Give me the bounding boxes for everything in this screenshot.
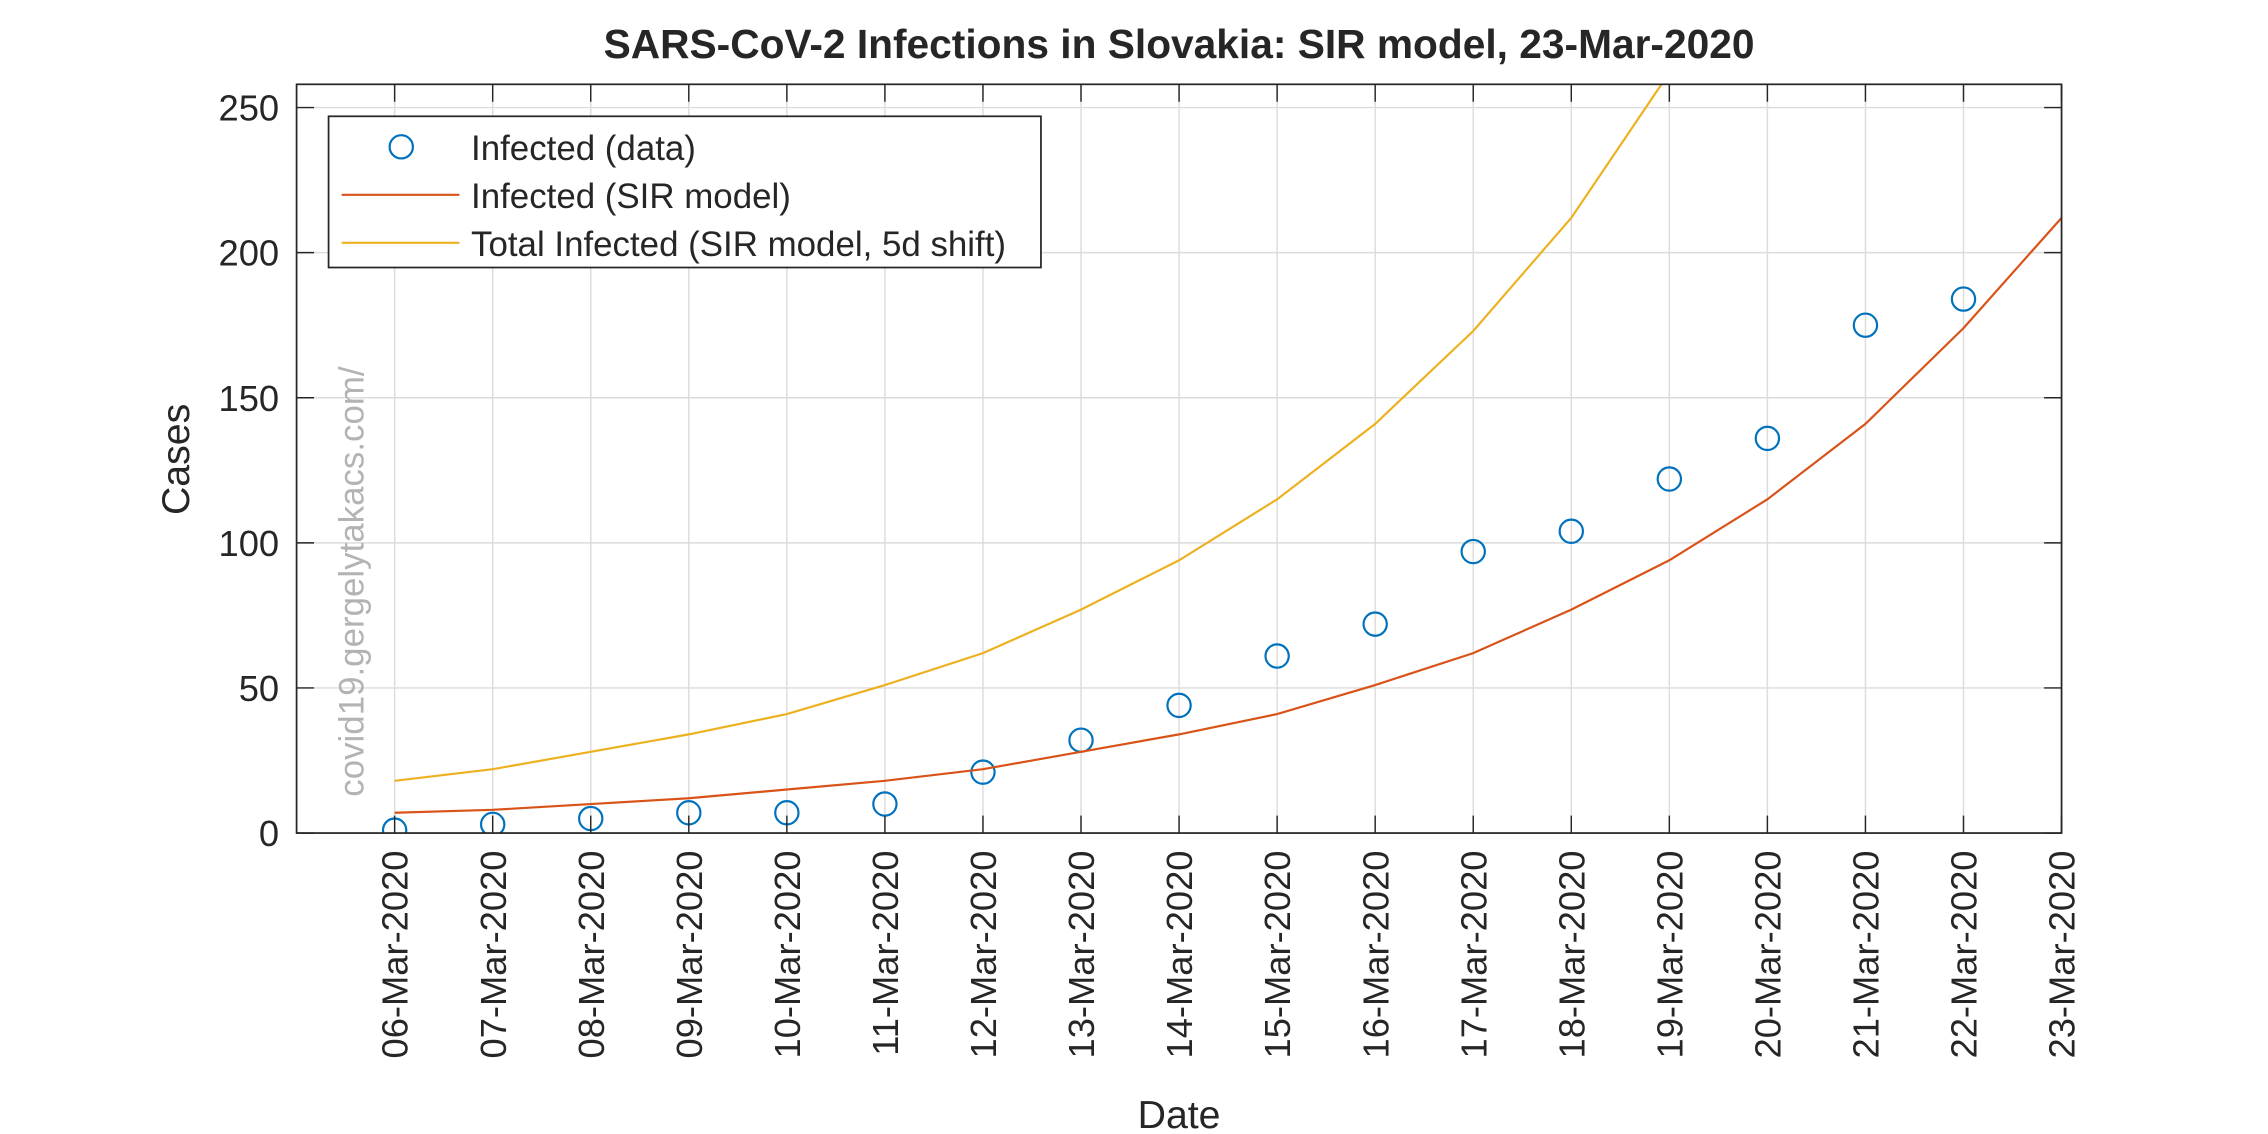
y-axis-label: Cases (154, 404, 198, 515)
legend-label: Infected (SIR model) (471, 177, 791, 216)
plot-area (381, 84, 2062, 834)
x-tick-label: 19-Mar-2020 (1649, 851, 1690, 1059)
x-tick-label: 14-Mar-2020 (1159, 851, 1200, 1059)
x-tick-label: 16-Mar-2020 (1355, 851, 1396, 1059)
x-tick-label: 20-Mar-2020 (1747, 851, 1788, 1059)
x-tick-label: 10-Mar-2020 (767, 851, 808, 1059)
legend: Infected (data) Infected (SIR model) Total… (327, 115, 1042, 269)
data-point (1460, 538, 1486, 565)
x-tick-label: 07-Mar-2020 (473, 851, 514, 1059)
data-point (1754, 425, 1781, 452)
watermark: covid19.gergelytakacs.com/ (332, 366, 371, 797)
x-tick-label: 23-Mar-2020 (2042, 851, 2083, 1059)
data-point (1362, 611, 1388, 637)
x-tick-label: 22-Mar-2020 (1944, 851, 1985, 1059)
y-tick-label: 0 (259, 813, 279, 854)
data-point (1656, 466, 1683, 492)
data-point (970, 759, 996, 785)
x-tick-label: 21-Mar-2020 (1846, 851, 1887, 1059)
x-tick-label: 11-Mar-2020 (865, 851, 906, 1056)
data-point (1166, 692, 1192, 719)
x-tick-label: 08-Mar-2020 (571, 851, 612, 1059)
chart-title: SARS-CoV-2 Infections in Slovakia: SIR m… (604, 21, 1755, 67)
data-point (1264, 643, 1290, 669)
x-tick-label: 09-Mar-2020 (669, 851, 710, 1059)
x-tick-label: 17-Mar-2020 (1453, 851, 1494, 1059)
y-tick-label: 200 (219, 233, 280, 274)
x-tick-label: 06-Mar-2020 (375, 851, 416, 1059)
legend-label: Total Infected (SIR model, 5d shift) (471, 225, 1006, 264)
x-tick-label: 12-Mar-2020 (963, 851, 1004, 1059)
y-tick-label: 50 (239, 668, 279, 709)
legend-marker (388, 134, 414, 160)
y-tick-label: 150 (219, 378, 280, 419)
series-line (394, 217, 2062, 814)
data-point (1950, 286, 1977, 312)
series-line (394, 84, 1663, 782)
x-tick-label: 18-Mar-2020 (1551, 851, 1592, 1059)
legend-label: Infected (data) (471, 129, 696, 168)
x-tick-label: 13-Mar-2020 (1061, 851, 1102, 1059)
data-point (479, 811, 506, 834)
x-tick-label: 15-Mar-2020 (1257, 851, 1298, 1059)
data-point (1852, 312, 1879, 338)
data-point (1558, 518, 1585, 544)
y-tick-label: 100 (219, 523, 280, 564)
y-tick-label: 250 (219, 88, 280, 129)
x-axis-label: Date (1138, 1093, 1221, 1134)
